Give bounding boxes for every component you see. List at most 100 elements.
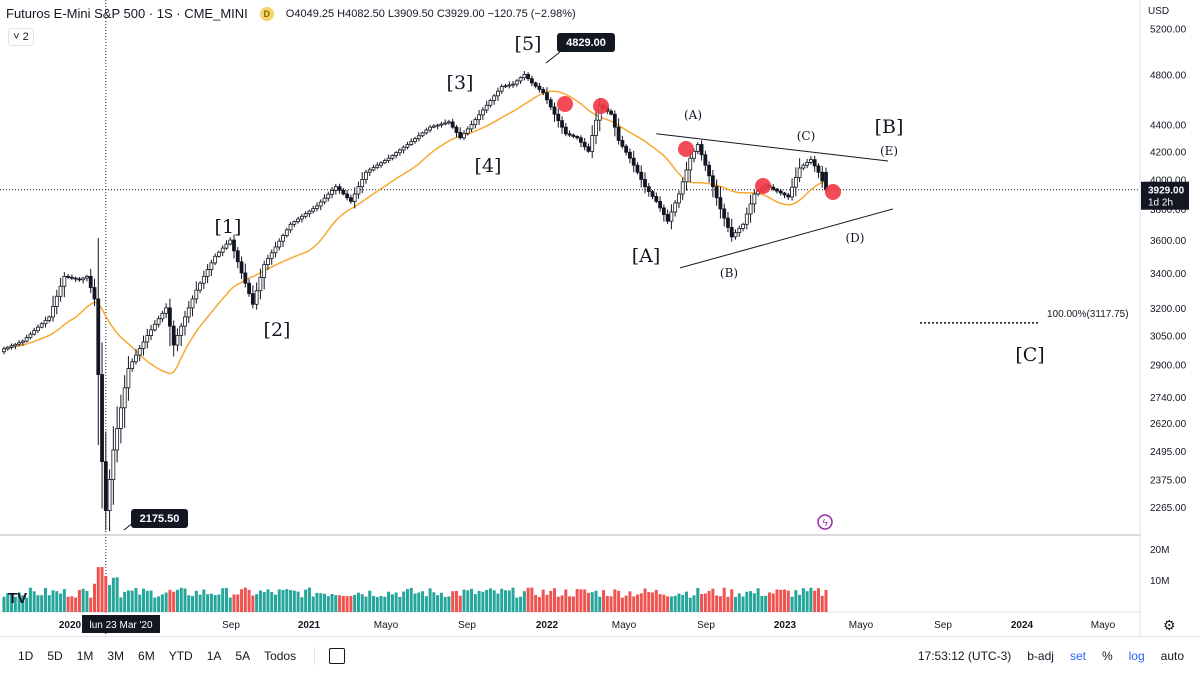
- candle: [552, 102, 557, 122]
- volume-bar: [447, 596, 451, 612]
- candle-body: [809, 159, 813, 163]
- tf-1m[interactable]: 1M: [76, 649, 94, 663]
- high-callout-pointer: [545, 51, 561, 64]
- symbol-title[interactable]: Futuros E-Mini S&P 500 · 1S · CME_MINI: [6, 6, 248, 21]
- volume-bar: [496, 593, 500, 612]
- auto-toggle[interactable]: auto: [1160, 649, 1184, 663]
- candle: [718, 186, 723, 219]
- clock-timezone[interactable]: 17:53:12 (UTC-3): [917, 649, 1012, 663]
- candle: [115, 406, 120, 463]
- tf-5a[interactable]: 5A: [235, 649, 251, 663]
- candle-body: [103, 461, 108, 512]
- volume-bar: [756, 588, 760, 612]
- candle-body: [473, 119, 478, 125]
- candle: [85, 274, 89, 282]
- candle-body: [718, 197, 723, 210]
- collapse-indicators-button[interactable]: ˅ 2: [8, 28, 34, 46]
- callout-box: [557, 33, 615, 52]
- volume-bar: [583, 589, 587, 612]
- time-tick: Mayo: [849, 620, 874, 631]
- candle: [58, 277, 63, 302]
- volume-bar: [115, 577, 119, 612]
- candle-body: [318, 201, 323, 207]
- volume-bar: [307, 587, 311, 612]
- candle: [62, 272, 67, 298]
- triangle-lower-trendline: [679, 208, 894, 269]
- candle: [36, 324, 40, 334]
- candle: [337, 183, 342, 194]
- delayed-badge[interactable]: D: [259, 6, 274, 21]
- candle: [303, 211, 308, 219]
- volume-bar: [387, 591, 391, 612]
- volume-bar: [262, 591, 266, 612]
- tf-1d[interactable]: 1D: [18, 649, 34, 663]
- candle: [703, 150, 708, 172]
- volume-bar: [285, 589, 289, 612]
- time-tick: Mayo: [374, 620, 399, 631]
- settings-gear-icon[interactable]: ⚙: [1163, 617, 1176, 633]
- candle-body: [356, 186, 361, 195]
- candle: [454, 125, 459, 138]
- volume-bar: [232, 594, 236, 612]
- volume-bar: [549, 590, 553, 612]
- volume-bar: [2, 596, 6, 612]
- percent-toggle[interactable]: %: [1101, 649, 1113, 663]
- tf-5d[interactable]: 5D: [47, 649, 63, 663]
- signal-marker: [678, 141, 694, 157]
- candle: [394, 151, 399, 159]
- candle: [134, 349, 138, 365]
- tf-1a[interactable]: 1A: [206, 649, 222, 663]
- volume-bar: [707, 590, 711, 612]
- candle: [684, 161, 689, 191]
- candle-body: [9, 345, 14, 348]
- candle-body: [20, 340, 25, 344]
- volume-bar: [767, 592, 771, 612]
- volume-bar: [43, 587, 47, 612]
- candle-body: [398, 149, 402, 154]
- candle: [635, 162, 640, 175]
- log-toggle[interactable]: log: [1128, 649, 1145, 663]
- candle: [175, 328, 180, 352]
- volume-bar: [96, 567, 100, 612]
- volume-bar: [564, 589, 568, 612]
- tf-6m[interactable]: 6M: [138, 649, 155, 663]
- candle: [398, 148, 402, 156]
- b-adj-toggle[interactable]: b-adj: [1027, 649, 1054, 663]
- currency-label[interactable]: USD: [1148, 6, 1170, 17]
- candle-body: [239, 261, 244, 274]
- candle-body: [186, 307, 191, 318]
- candle: [348, 194, 353, 204]
- tf-3m[interactable]: 3M: [107, 649, 125, 663]
- candle-body: [345, 193, 350, 199]
- candle-body: [137, 348, 142, 356]
- volume-bar: [394, 592, 398, 612]
- volume-bar: [224, 587, 228, 612]
- candle-body: [741, 223, 745, 229]
- tf-ytd[interactable]: YTD: [168, 649, 193, 663]
- volume-bar: [356, 592, 360, 612]
- candle: [809, 156, 813, 165]
- candle-body: [115, 428, 120, 451]
- candle: [714, 179, 719, 206]
- time-tick: 2020: [59, 620, 82, 631]
- candle-body: [480, 109, 485, 116]
- candle: [322, 194, 327, 205]
- candle: [820, 165, 825, 188]
- tf-todos[interactable]: Todos: [264, 649, 297, 663]
- candle-body: [141, 341, 146, 349]
- candle-body: [322, 197, 327, 203]
- price-tick: 4800.00: [1150, 70, 1187, 81]
- go-to-date-icon[interactable]: [329, 648, 346, 664]
- volume-bar: [666, 596, 670, 612]
- candle: [126, 356, 131, 401]
- wave-d-label: (D): [846, 231, 865, 245]
- candle-body: [122, 387, 127, 409]
- volume-bar: [537, 597, 541, 612]
- event-lightning-icon[interactable]: [817, 514, 833, 530]
- set-toggle[interactable]: set: [1069, 649, 1086, 663]
- volume-bar: [477, 590, 481, 612]
- candle-body: [145, 335, 150, 343]
- candle-body: [454, 126, 459, 133]
- wave-c-label: (C): [797, 129, 816, 143]
